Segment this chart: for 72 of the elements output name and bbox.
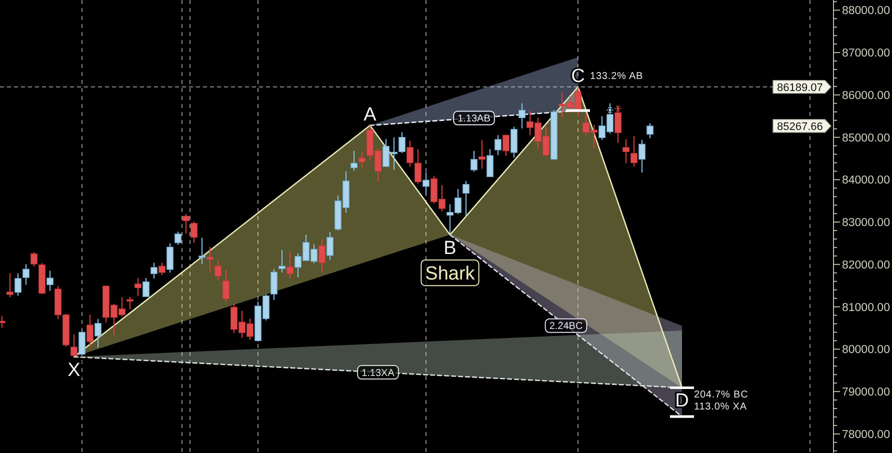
y-tick-label: 84000.00	[842, 174, 890, 187]
candlestick	[326, 232, 334, 260]
series-label: 2.24BC	[549, 321, 583, 332]
y-tick-label: 81000.00	[842, 302, 890, 314]
candlestick	[70, 334, 78, 358]
candlestick	[478, 139, 486, 170]
candlestick	[518, 102, 526, 129]
annotation: 133.2% AB	[590, 70, 644, 82]
y-tick-label: 85000.00	[842, 132, 890, 144]
candlestick	[86, 314, 94, 348]
y-tick-label: 86000.00	[842, 90, 890, 102]
candlestick	[150, 262, 158, 279]
candlestick	[270, 268, 278, 301]
candlestick	[278, 250, 286, 273]
candlestick	[166, 242, 174, 273]
annotation: 204.7% BC	[694, 390, 748, 401]
y-tick-label: 78000.00	[842, 428, 890, 441]
candlestick	[502, 134, 510, 156]
candlestick	[174, 231, 182, 246]
candlestick	[486, 148, 494, 178]
candlestick	[286, 252, 294, 279]
candlestick	[142, 277, 150, 298]
candlestick	[126, 296, 134, 310]
candlestick	[622, 138, 630, 164]
candlestick	[494, 134, 502, 156]
candlestick	[462, 180, 470, 218]
candlestick	[22, 264, 30, 286]
text: 85267.66	[777, 120, 823, 133]
candlestick	[398, 132, 406, 154]
candlestick	[358, 150, 366, 168]
candlestick	[198, 237, 206, 265]
candlestick	[6, 272, 14, 298]
series-label: 1.13AB	[458, 114, 491, 125]
candlestick	[14, 272, 22, 296]
candlestick	[414, 148, 422, 184]
candlestick	[470, 150, 478, 172]
candlestick	[630, 136, 638, 168]
data-label: C	[571, 66, 585, 87]
series-label: 1.13XA	[362, 368, 395, 379]
candlestick	[46, 270, 54, 292]
ref-line-label: 86189.07	[777, 82, 823, 94]
candlestick	[214, 260, 222, 281]
candlestick	[182, 214, 190, 234]
y-tick-label: 79000.00	[842, 386, 890, 399]
data-label: D	[675, 390, 689, 412]
y-tick-label: 80000.00	[842, 344, 890, 356]
candlestick	[78, 330, 86, 356]
candlestick	[94, 318, 102, 348]
y-tick-label: 83000.00	[842, 217, 890, 230]
candlestick	[638, 139, 646, 173]
candlestick	[30, 252, 38, 268]
data-label: B	[444, 238, 456, 259]
candlestick	[406, 140, 414, 168]
candlestick	[206, 246, 214, 273]
candlestick	[318, 238, 326, 273]
y-tick-label: 87000.00	[842, 48, 890, 60]
data-label: X	[68, 360, 81, 381]
candlestick	[134, 277, 142, 296]
series-label: Shark	[425, 263, 476, 284]
annotation: 113.0% XA	[694, 402, 747, 413]
candlestick	[222, 269, 230, 302]
candlestick	[614, 105, 622, 144]
data-label: A	[364, 104, 377, 126]
candlestick	[350, 150, 358, 172]
candlestick	[190, 221, 198, 244]
y-tick-label: 88000.00	[842, 5, 890, 18]
candlestick	[158, 262, 166, 276]
candlestick	[646, 122, 654, 139]
y-tick-label: 82000.00	[842, 259, 890, 272]
candlestick	[510, 126, 518, 158]
candlestick	[422, 172, 430, 196]
candlestick	[0, 315, 6, 328]
